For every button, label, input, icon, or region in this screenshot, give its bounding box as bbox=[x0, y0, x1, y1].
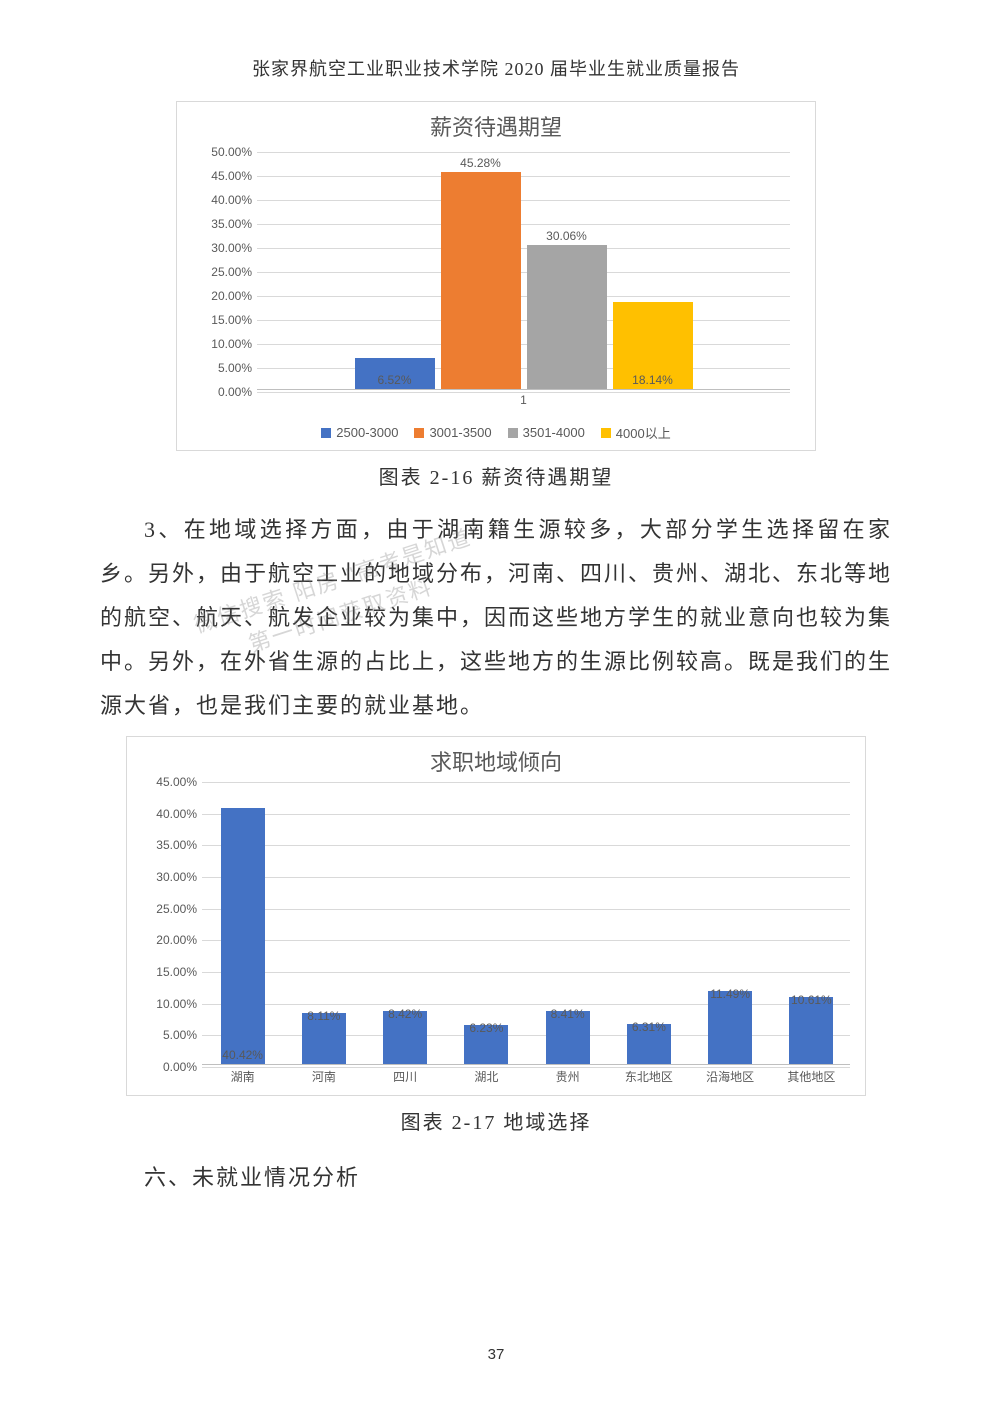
page-header: 张家界航空工业职业技术学院 2020 届毕业生就业质量报告 bbox=[100, 55, 892, 81]
ytick: 50.00% bbox=[211, 145, 252, 159]
ytick: 25.00% bbox=[156, 902, 197, 916]
section-heading: 六、未就业情况分析 bbox=[100, 1160, 892, 1192]
ytick: 5.00% bbox=[218, 361, 252, 375]
legend-item: 4000以上 bbox=[601, 423, 671, 442]
ytick: 45.00% bbox=[156, 775, 197, 789]
bar-value-label: 45.28% bbox=[460, 156, 501, 170]
bar: 40.42% bbox=[221, 808, 265, 1064]
ytick: 30.00% bbox=[156, 870, 197, 884]
bar: 18.14% bbox=[613, 302, 693, 389]
bar: 6.52% bbox=[355, 358, 435, 389]
body-paragraph: 3、在地域选择方面，由于湖南籍生源较多，大部分学生选择留在家乡。另外，由于航空工… bbox=[100, 508, 892, 728]
ytick: 0.00% bbox=[163, 1060, 197, 1074]
bar: 10.61% bbox=[789, 997, 833, 1064]
ytick: 20.00% bbox=[156, 933, 197, 947]
ytick: 15.00% bbox=[211, 313, 252, 327]
xtick-label: 沿海地区 bbox=[706, 1068, 754, 1085]
bar-value-label: 6.52% bbox=[377, 373, 411, 387]
bar-value-label: 8.11% bbox=[307, 1009, 340, 1011]
bar-value-label: 11.49% bbox=[710, 987, 750, 989]
salary-expectation-chart: 薪资待遇期望 0.00% 5.00% 10.00% 15.00% 20.00% 25.00… bbox=[176, 101, 816, 451]
bar-value-label: 6.23% bbox=[469, 1021, 503, 1023]
bar: 8.42% bbox=[383, 1011, 427, 1064]
ytick: 0.00% bbox=[218, 385, 252, 399]
chart1-title: 薪资待遇期望 bbox=[177, 110, 815, 142]
bar-value-label: 40.42% bbox=[222, 1048, 263, 1062]
legend-item: 3001-3500 bbox=[414, 425, 491, 440]
bar-value-label: 8.41% bbox=[551, 1007, 585, 1009]
ytick: 35.00% bbox=[211, 217, 252, 231]
xtick-label: 湖北 bbox=[474, 1068, 498, 1085]
xtick-label: 东北地区 bbox=[625, 1068, 673, 1085]
bar: 11.49% bbox=[708, 991, 752, 1064]
bar-value-label: 8.42% bbox=[388, 1007, 422, 1009]
ytick: 45.00% bbox=[211, 169, 252, 183]
bar: 30.06% bbox=[527, 245, 607, 389]
ytick: 10.00% bbox=[156, 997, 197, 1011]
ytick: 35.00% bbox=[156, 838, 197, 852]
ytick: 5.00% bbox=[163, 1028, 197, 1042]
ytick: 20.00% bbox=[211, 289, 252, 303]
paragraph-text: 3、在地域选择方面，由于湖南籍生源较多，大部分学生选择留在家乡。另外，由于航空工… bbox=[100, 517, 892, 718]
legend-item: 2500-3000 bbox=[321, 425, 398, 440]
xtick-label: 贵州 bbox=[556, 1068, 580, 1085]
ytick: 25.00% bbox=[211, 265, 252, 279]
ytick: 40.00% bbox=[211, 193, 252, 207]
ytick: 15.00% bbox=[156, 965, 197, 979]
ytick: 40.00% bbox=[156, 807, 197, 821]
chart1-legend: 2500-3000 3001-3500 3501-4000 4000以上 bbox=[177, 423, 815, 442]
xtick-label: 湖南 bbox=[231, 1068, 255, 1085]
bar: 8.11% bbox=[302, 1013, 346, 1064]
chart1-caption: 图表 2-16 薪资待遇期望 bbox=[100, 461, 892, 490]
xtick-label: 四川 bbox=[393, 1068, 417, 1085]
bar: 6.23% bbox=[464, 1025, 508, 1064]
legend-item: 3501-4000 bbox=[508, 425, 585, 440]
bar-value-label: 18.14% bbox=[632, 373, 673, 387]
xtick-label: 河南 bbox=[312, 1068, 336, 1085]
bar-value-label: 10.61% bbox=[791, 993, 832, 995]
bar: 6.31% bbox=[627, 1024, 671, 1064]
xtick-label: 1 bbox=[520, 393, 527, 407]
chart2-title: 求职地域倾向 bbox=[127, 745, 865, 777]
bar-value-label: 6.31% bbox=[632, 1020, 666, 1022]
xtick-label: 其他地区 bbox=[787, 1068, 835, 1085]
ytick: 10.00% bbox=[211, 337, 252, 351]
bar: 45.28% bbox=[441, 172, 521, 389]
bar: 8.41% bbox=[546, 1011, 590, 1064]
ytick: 30.00% bbox=[211, 241, 252, 255]
region-preference-chart: 求职地域倾向 0.00% 5.00% 10.00% 15.00% 20.00% 25.00… bbox=[126, 736, 866, 1096]
bar-value-label: 30.06% bbox=[546, 229, 587, 243]
page-number: 37 bbox=[0, 1346, 992, 1363]
chart2-caption: 图表 2-17 地域选择 bbox=[100, 1106, 892, 1135]
